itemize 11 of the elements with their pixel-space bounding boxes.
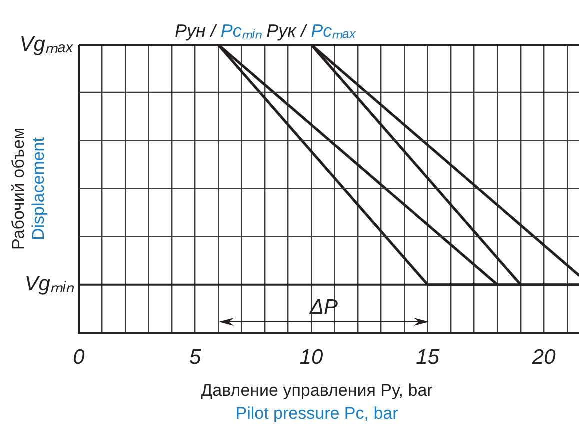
x-tick-label: 0 [73, 346, 86, 369]
ref-line-label: Vgₘₐₓ [20, 32, 74, 56]
x-axis-title: Давление управления Pу, bar Pilot pressure Pc, bar [201, 381, 434, 423]
annotation: Pун / Pcₘᵢₙ [174, 21, 264, 41]
y-axis-title: Рабочий объем Displacement [9, 128, 48, 250]
ref-line-label: Vgₘᵢₙ [24, 272, 75, 296]
x-tick-label: 20 [531, 346, 556, 369]
x-tick-label: 10 [300, 346, 324, 369]
x-tick-label: 5 [189, 346, 202, 369]
annotation: Pук / Pcₘₐₓ [266, 21, 357, 41]
x-tick-label: 15 [416, 346, 440, 369]
